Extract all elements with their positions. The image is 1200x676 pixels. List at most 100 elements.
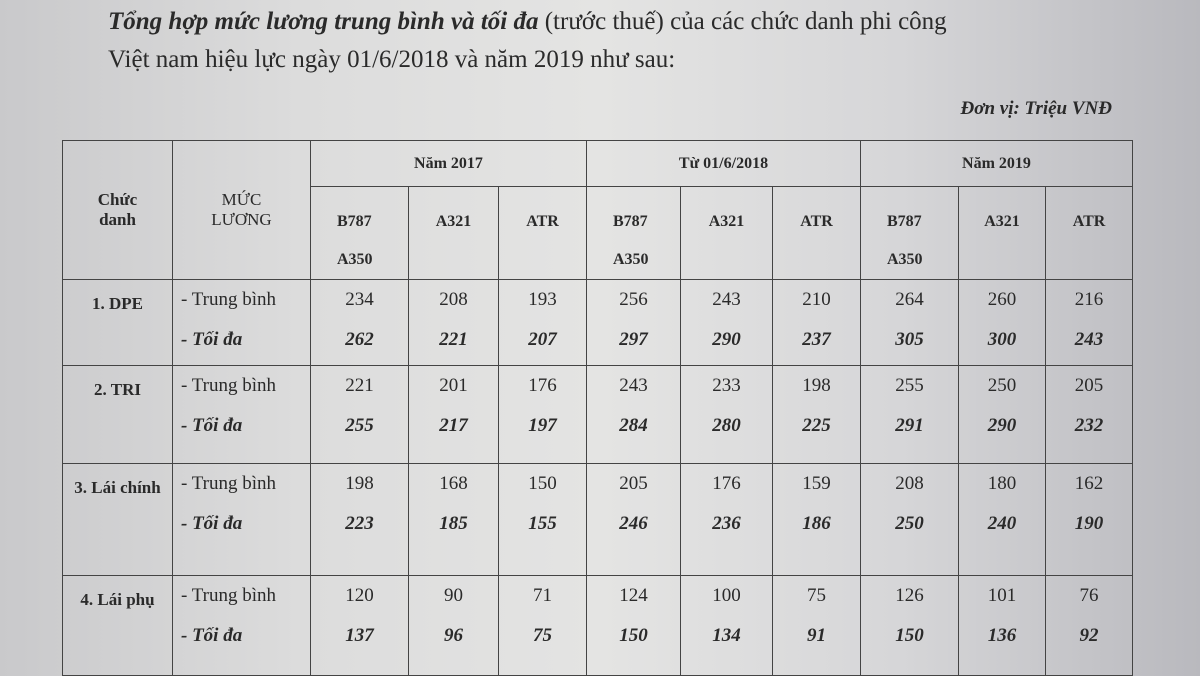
value-cell: 256 297 <box>586 279 681 366</box>
avg-value: 255 <box>895 375 924 396</box>
value-cell: 205 246 <box>586 463 681 576</box>
avg-value: 243 <box>619 375 648 396</box>
max-value: 136 <box>987 625 1017 646</box>
max-value: 225 <box>802 415 831 436</box>
value-cell: 208 221 <box>408 279 499 366</box>
row-title: 3. Lái chính <box>62 463 173 576</box>
max-value: 150 <box>895 625 924 646</box>
level-labels: - Trung bình - Tối đa <box>172 463 311 576</box>
value-cell: 264 305 <box>860 279 959 366</box>
max-value: 290 <box>987 415 1017 436</box>
avg-value: 176 <box>712 473 741 494</box>
avg-value: 216 <box>1074 289 1104 310</box>
level-avg: - Trung bình <box>181 585 277 606</box>
avg-value: 193 <box>528 289 557 310</box>
row-title: 2. TRI <box>62 365 173 464</box>
max-value: 297 <box>619 329 648 350</box>
avg-value: 208 <box>895 473 924 494</box>
header-aircraft: ATR <box>772 186 861 280</box>
value-cell: 198 225 <box>772 365 861 464</box>
avg-value: 162 <box>1074 473 1104 494</box>
value-cell: 75 91 <box>772 575 861 676</box>
header-aircraft: B787 A350 <box>860 186 959 280</box>
avg-value: 124 <box>619 585 648 606</box>
avg-value: 205 <box>619 473 648 494</box>
avg-value: 159 <box>802 473 831 494</box>
value-cell: 216 243 <box>1045 279 1133 366</box>
value-cell: 100 134 <box>680 575 773 676</box>
max-value: 223 <box>345 513 374 534</box>
row-title: 1. DPE <box>62 279 173 366</box>
value-cell: 90 96 <box>408 575 499 676</box>
max-value: 75 <box>533 625 552 646</box>
avg-value: 256 <box>619 289 648 310</box>
avg-value: 90 <box>444 585 463 606</box>
max-value: 291 <box>895 415 924 436</box>
avg-value: 76 <box>1079 585 1099 606</box>
avg-value: 201 <box>439 375 468 396</box>
value-cell: 208 250 <box>860 463 959 576</box>
level-max: - Tối đa <box>181 625 243 646</box>
avg-value: 176 <box>528 375 557 396</box>
avg-value: 205 <box>1074 375 1104 396</box>
value-cell: 221 255 <box>310 365 409 464</box>
max-value: 91 <box>807 625 826 646</box>
value-cell: 71 75 <box>498 575 587 676</box>
level-max: - Tối đa <box>181 513 243 534</box>
avg-value: 208 <box>439 289 468 310</box>
unit-label: Đơn vị: Triệu VNĐ <box>960 98 1112 119</box>
level-avg: - Trung bình <box>181 289 277 310</box>
max-value: 190 <box>1074 513 1104 534</box>
max-value: 284 <box>619 415 648 436</box>
level-labels: - Trung bình - Tối đa <box>172 279 311 366</box>
level-max: - Tối đa <box>181 415 243 436</box>
max-value: 232 <box>1074 415 1104 436</box>
header-period-2017: Năm 2017 <box>310 140 587 187</box>
avg-value: 233 <box>712 375 741 396</box>
max-value: 237 <box>802 329 831 350</box>
heading-emphasis: Tổng hợp mức lương trung bình và tối đa <box>108 8 539 35</box>
value-cell: 210 237 <box>772 279 861 366</box>
avg-value: 71 <box>533 585 552 606</box>
value-cell: 243 290 <box>680 279 773 366</box>
avg-value: 264 <box>895 289 924 310</box>
header-aircraft: B787 A350 <box>310 186 409 280</box>
value-cell: 176 197 <box>498 365 587 464</box>
max-value: 280 <box>712 415 741 436</box>
header-period-2018: Từ 01/6/2018 <box>586 140 861 187</box>
max-value: 300 <box>987 329 1017 350</box>
value-cell: 205 232 <box>1045 365 1133 464</box>
level-labels: - Trung bình - Tối đa <box>172 365 311 464</box>
max-value: 185 <box>439 513 468 534</box>
max-value: 262 <box>345 329 374 350</box>
max-value: 197 <box>528 415 557 436</box>
avg-value: 198 <box>802 375 831 396</box>
header-aircraft: B787 A350 <box>586 186 681 280</box>
header-aircraft: A321 <box>680 186 773 280</box>
avg-value: 243 <box>712 289 741 310</box>
avg-value: 260 <box>987 289 1017 310</box>
max-value: 137 <box>345 625 374 646</box>
avg-value: 168 <box>439 473 468 494</box>
table-row: 2. TRI - Trung bình - Tối đa 221 255 201 217 17… <box>62 365 1133 464</box>
level-avg: - Trung bình <box>181 375 277 396</box>
header-title: Chức danh <box>62 140 173 280</box>
level-labels: - Trung bình - Tối đa <box>172 575 311 676</box>
avg-value: 180 <box>987 473 1017 494</box>
avg-value: 210 <box>802 289 831 310</box>
avg-value: 198 <box>345 473 374 494</box>
avg-value: 120 <box>345 585 374 606</box>
max-value: 92 <box>1079 625 1099 646</box>
max-value: 236 <box>712 513 741 534</box>
header-aircraft: ATR <box>1045 186 1133 280</box>
header-aircraft: A321 <box>408 186 499 280</box>
value-cell: 126 150 <box>860 575 959 676</box>
max-value: 155 <box>528 513 557 534</box>
value-cell: 176 236 <box>680 463 773 576</box>
value-cell: 193 207 <box>498 279 587 366</box>
header-aircraft: A321 <box>958 186 1046 280</box>
header-aircraft: ATR <box>498 186 587 280</box>
value-cell: 76 92 <box>1045 575 1133 676</box>
value-cell: 234 262 <box>310 279 409 366</box>
avg-value: 250 <box>987 375 1017 396</box>
